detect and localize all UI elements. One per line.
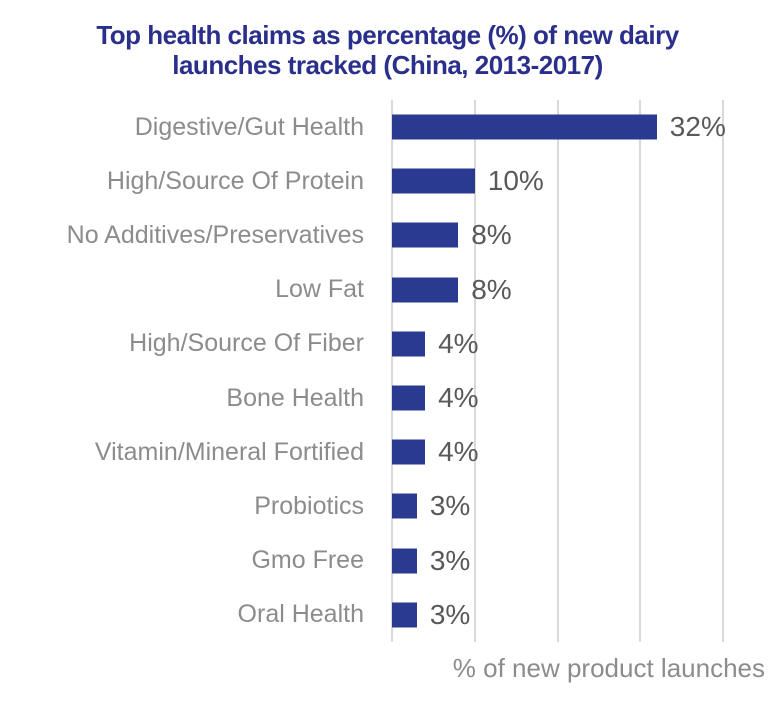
bar-track: 3% bbox=[392, 479, 723, 533]
value-label: 10% bbox=[487, 165, 544, 197]
gridline bbox=[391, 100, 393, 642]
chart-row: High/Source Of Fiber 4% bbox=[0, 317, 775, 371]
bar bbox=[392, 331, 426, 357]
value-label: 3% bbox=[429, 544, 471, 576]
plot-area: Digestive/Gut Health 32% High/Source Of Pr… bbox=[0, 100, 775, 642]
chart-row: Oral Health 3% bbox=[0, 588, 775, 642]
value-label: 4% bbox=[438, 382, 479, 414]
chart-row: Probiotics 3% bbox=[0, 479, 775, 533]
bar-track: 10% bbox=[392, 154, 723, 208]
bar-track: 4% bbox=[392, 317, 723, 371]
category-label: High/Source Of Fiber bbox=[129, 329, 364, 358]
chart-row: Bone Health 4% bbox=[0, 371, 775, 425]
bar-track: 8% bbox=[392, 208, 723, 262]
value-label: 4% bbox=[438, 327, 479, 359]
bar bbox=[392, 602, 417, 628]
x-axis-label: % of new product launches bbox=[452, 653, 765, 683]
value-label: 32% bbox=[669, 111, 726, 143]
bar bbox=[392, 114, 657, 140]
category-label: Probiotics bbox=[254, 491, 364, 520]
category-label: High/Source Of Protein bbox=[106, 166, 364, 195]
bar-track: 3% bbox=[392, 588, 723, 642]
bar-track: 3% bbox=[392, 534, 723, 588]
bar-track: 32% bbox=[392, 100, 726, 154]
gridline bbox=[639, 100, 642, 642]
gridline bbox=[473, 100, 476, 642]
value-label: 4% bbox=[438, 436, 479, 468]
chart-row: High/Source Of Protein 10% bbox=[0, 154, 775, 208]
bar bbox=[392, 493, 417, 519]
category-label: No Additives/Preservatives bbox=[66, 220, 364, 249]
bar bbox=[392, 385, 426, 411]
category-label: Low Fat bbox=[275, 275, 364, 304]
category-label: Oral Health bbox=[237, 600, 364, 629]
bar bbox=[392, 277, 459, 303]
category-label: Gmo Free bbox=[251, 546, 364, 575]
bar bbox=[392, 439, 426, 465]
gridlines bbox=[391, 100, 724, 642]
chart-title: Top health claims as percentage (%) of n… bbox=[96, 20, 679, 80]
bar-rows: Digestive/Gut Health 32% High/Source Of Pr… bbox=[0, 100, 775, 642]
category-label: Digestive/Gut Health bbox=[134, 112, 364, 141]
category-label: Bone Health bbox=[226, 383, 364, 412]
bar bbox=[392, 548, 417, 574]
chart-row: Low Fat 8% bbox=[0, 263, 775, 317]
bar-track: 8% bbox=[392, 263, 723, 317]
bar-track: 4% bbox=[392, 425, 723, 479]
category-label: Vitamin/Mineral Fortified bbox=[94, 437, 364, 466]
chart-row: Vitamin/Mineral Fortified 4% bbox=[0, 425, 775, 479]
value-label: 3% bbox=[429, 490, 471, 522]
chart-row: Gmo Free 3% bbox=[0, 534, 775, 588]
value-label: 8% bbox=[471, 273, 512, 305]
gridline bbox=[556, 100, 559, 642]
bar bbox=[392, 168, 475, 194]
chart-row: Digestive/Gut Health 32% bbox=[0, 100, 775, 154]
gridline bbox=[722, 100, 724, 642]
bar-track: 4% bbox=[392, 371, 723, 425]
chart-row: No Additives/Preservatives 8% bbox=[0, 208, 775, 262]
bar bbox=[392, 222, 459, 248]
value-label: 3% bbox=[429, 598, 471, 630]
value-label: 8% bbox=[471, 219, 512, 251]
